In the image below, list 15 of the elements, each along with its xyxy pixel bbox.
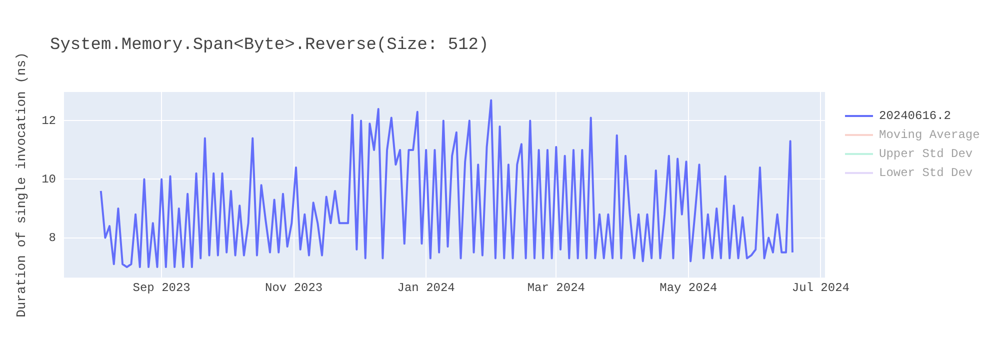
x-tick-label: May 2024 <box>660 280 718 295</box>
x-tick-label: Jul 2024 <box>792 280 850 295</box>
x-tick-label: Sep 2023 <box>132 280 190 295</box>
y-tick-label: 8 <box>48 230 56 245</box>
x-tick-label: Jan 2024 <box>397 280 455 295</box>
legend-label: Lower Std Dev <box>879 166 973 180</box>
legend-label: Upper Std Dev <box>879 146 973 160</box>
chart-title: System.Memory.Span<Byte>.Reverse(Size: 512) <box>50 36 489 55</box>
legend-label: Moving Average <box>879 128 980 142</box>
y-tick-label: 12 <box>42 114 56 128</box>
x-tick-label: Mar 2024 <box>527 280 585 295</box>
legend-label: 20240616.2 <box>879 108 952 122</box>
y-tick-label: 10 <box>42 172 56 186</box>
y-axis-title: Duration of single invocation (ns) <box>14 52 30 318</box>
x-tick-label: Nov 2023 <box>265 280 323 295</box>
